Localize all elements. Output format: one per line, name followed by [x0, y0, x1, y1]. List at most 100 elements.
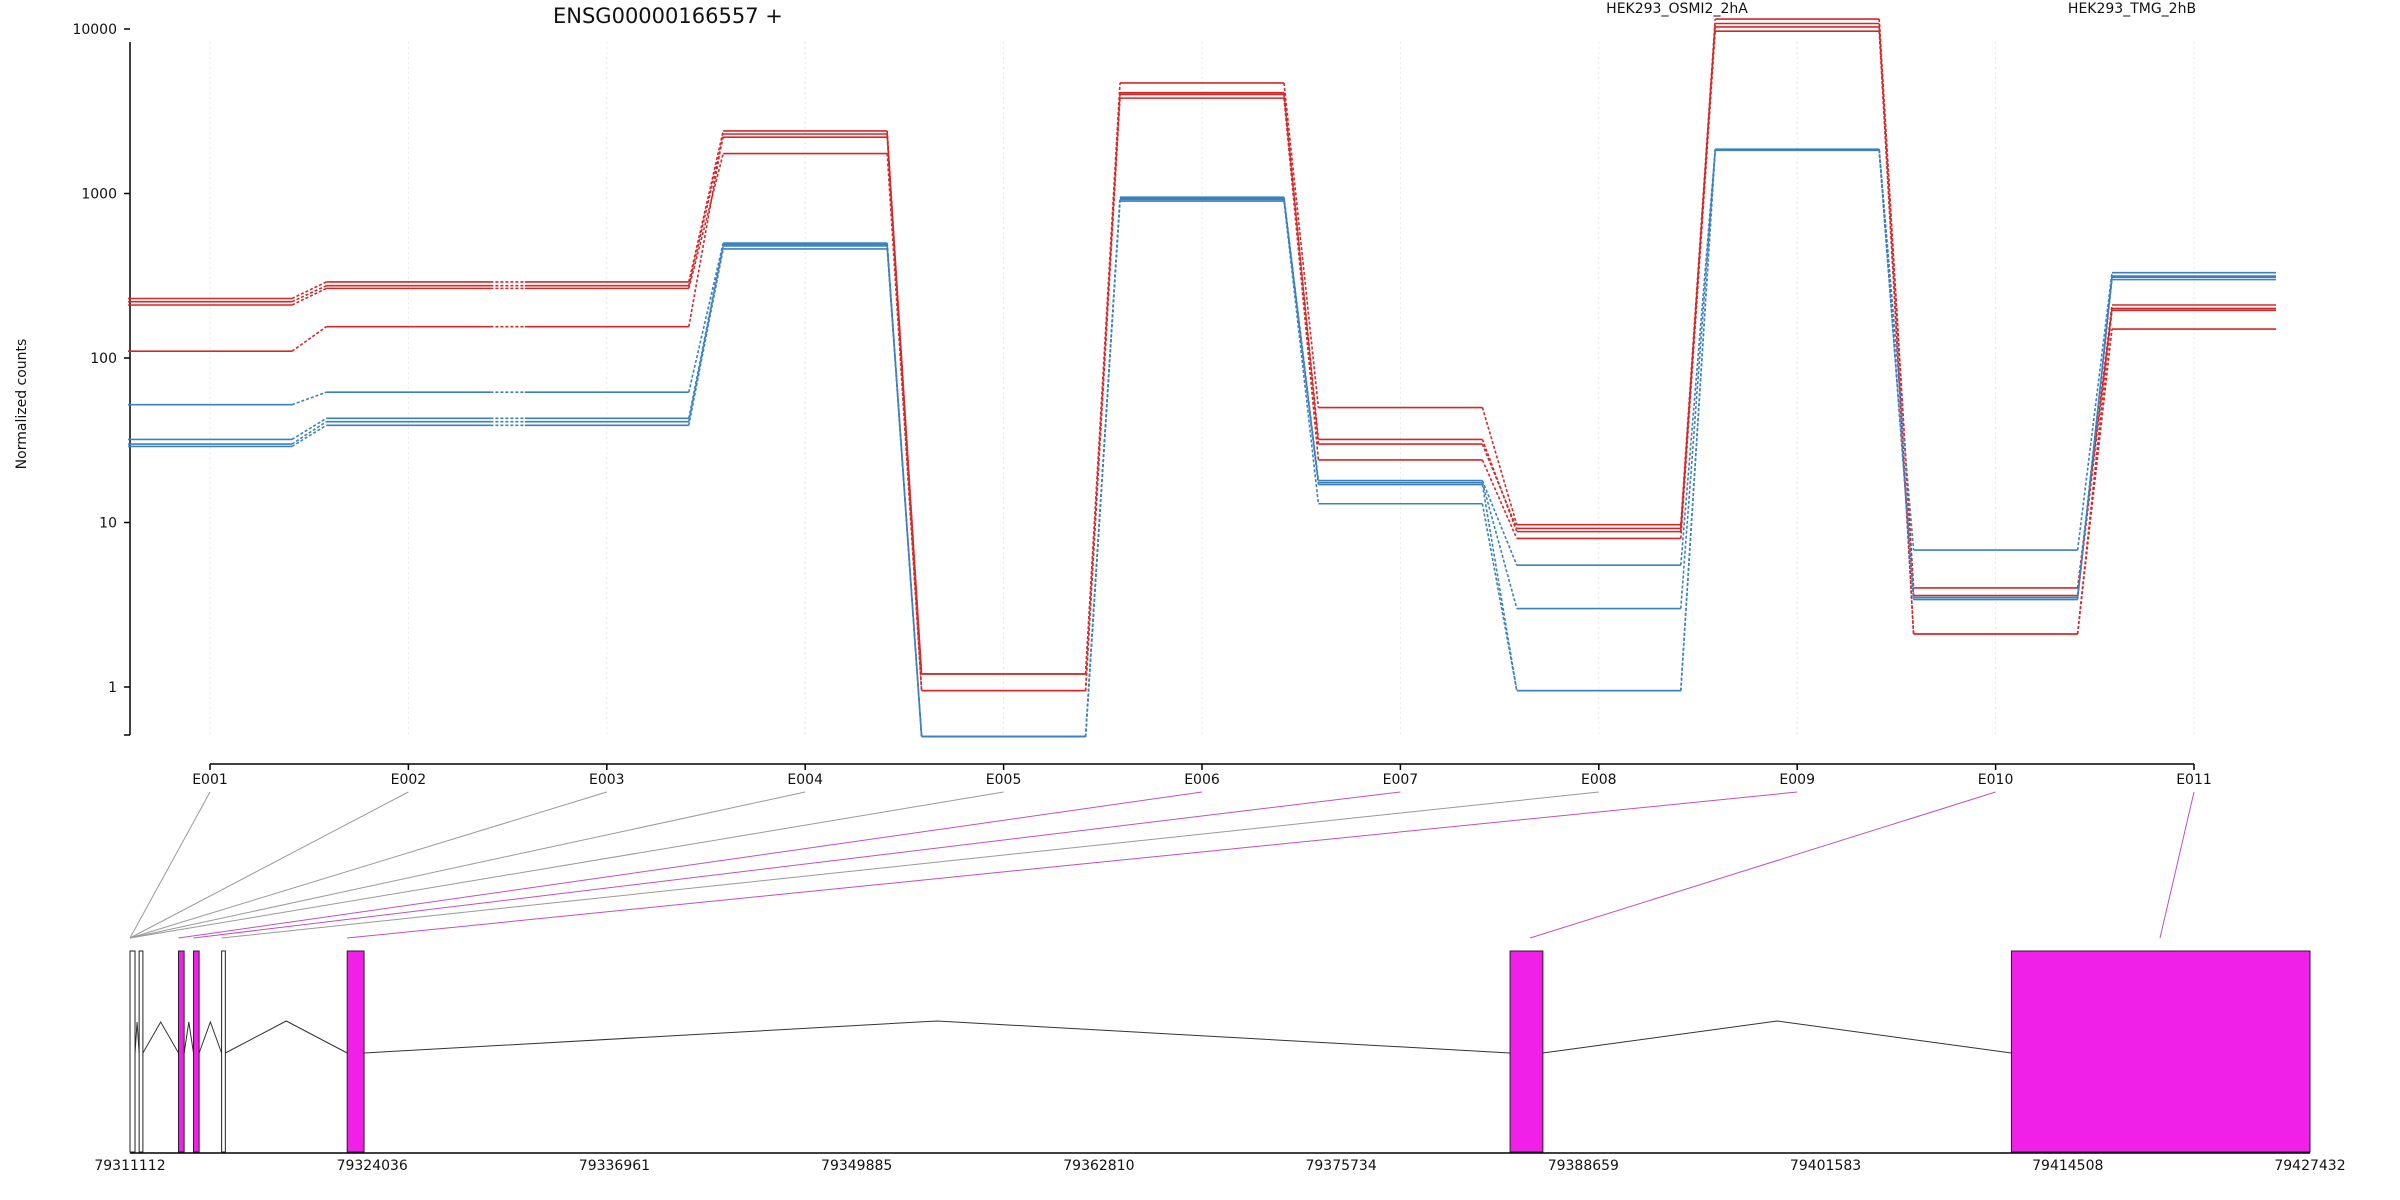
chart-title: ENSG00000166557 +	[553, 4, 783, 28]
gene-model: 79311112 79324036 79336961 79349885 79362810…	[94, 950, 2346, 1174]
data-connector	[1878, 26, 1915, 635]
exon-box-6	[346, 950, 365, 1153]
y-tick-label: 10	[99, 516, 117, 532]
data-connector	[2076, 279, 2113, 598]
exon-box-4	[192, 950, 200, 1153]
intron-line	[198, 1020, 223, 1054]
exon-box-2	[138, 950, 144, 1153]
data-connector	[291, 285, 327, 303]
data-connector	[291, 287, 327, 306]
data-connector	[2076, 310, 2113, 635]
exon-box-8	[2010, 950, 2311, 1153]
coordinate-label: 79414508	[2032, 1158, 2103, 1174]
y-tick-label: 1000	[81, 187, 117, 203]
link-e010	[1529, 791, 1996, 939]
intron-line	[142, 1020, 179, 1054]
y-tick-label: 1	[108, 680, 117, 696]
data-connector	[886, 133, 923, 675]
intron-line	[225, 1020, 348, 1054]
x-tick-label: E003	[589, 772, 625, 788]
y-tick-label: 10000	[72, 22, 117, 38]
data-connector	[1283, 199, 1320, 485]
coordinate-label: 79336961	[579, 1158, 650, 1174]
data-connector	[291, 391, 327, 406]
data-connector	[291, 326, 327, 352]
y-axis-label: Normalized counts	[14, 339, 30, 470]
exon-box-1	[129, 950, 136, 1153]
intron-line	[183, 1021, 194, 1054]
series-7	[128, 148, 2276, 738]
data-connector	[1283, 94, 1320, 440]
data-connector	[291, 281, 327, 300]
x-tick-label: E004	[787, 772, 823, 788]
data-connector	[1680, 26, 1716, 529]
data-connector	[2076, 272, 2113, 551]
series-3	[128, 26, 2276, 675]
link-e001	[129, 791, 211, 939]
data-connector	[1283, 98, 1320, 461]
x-tick-label: E010	[1978, 772, 2014, 788]
coordinate-label: 79349885	[821, 1158, 892, 1174]
data-connector	[1283, 82, 1320, 408]
data-connector	[1878, 149, 1915, 600]
link-e009	[347, 791, 1798, 939]
link-e008	[221, 791, 1599, 939]
data-connector	[2076, 277, 2113, 600]
series-lines	[128, 18, 2276, 738]
data-connector	[1481, 482, 1518, 609]
link-e002	[129, 791, 409, 939]
data-connector	[688, 133, 724, 327]
coordinate-label: 79388659	[1548, 1158, 1619, 1174]
x-tick-label: E007	[1383, 772, 1419, 788]
x-tick-label: E005	[986, 772, 1022, 788]
data-connector	[1481, 503, 1518, 691]
x-tick-label: E001	[192, 772, 228, 788]
coordinate-label: 79401583	[1790, 1158, 1861, 1174]
data-connector	[886, 245, 923, 737]
data-connector	[1481, 480, 1518, 566]
data-connector	[1680, 149, 1716, 691]
data-connector	[291, 424, 327, 448]
data-connector	[1283, 92, 1320, 445]
link-e006	[178, 791, 1203, 939]
x-tick-label: E008	[1581, 772, 1617, 788]
data-connector	[291, 417, 327, 441]
link-e011	[2159, 791, 2195, 939]
data-connector	[1680, 149, 1716, 609]
intron-line	[364, 1020, 1511, 1054]
coordinate-label: 79375734	[1305, 1158, 1376, 1174]
axes: 1 10 100 1000 10000 E001 E002 E003 E004 E005 E006 E…	[72, 22, 2211, 788]
coordinate-label: 79427432	[2274, 1158, 2345, 1174]
data-connector	[1084, 199, 1121, 737]
gridlines	[209, 42, 2195, 735]
exon-box-7	[1509, 950, 1544, 1153]
coordinate-label: 79311112	[94, 1158, 165, 1174]
link-e004	[129, 791, 806, 939]
legend-label-tmg: HEK293_TMG_2hB	[2068, 1, 2196, 17]
y-tick-label: 100	[90, 351, 117, 367]
coordinate-label: 79362810	[1063, 1158, 1134, 1174]
data-connector	[1481, 407, 1518, 525]
exon-links	[129, 791, 2195, 939]
data-connector	[688, 242, 724, 393]
data-connector	[1481, 459, 1518, 539]
data-connector	[2076, 308, 2113, 596]
coordinate-label: 79324036	[337, 1158, 408, 1174]
x-tick-label: E011	[2176, 772, 2212, 788]
x-tick-label: E002	[391, 772, 427, 788]
data-connector	[1084, 92, 1121, 675]
intron-line	[134, 1021, 140, 1054]
series-2	[128, 30, 2276, 692]
legend-label-osmi2: HEK293_OSMI2_2hA	[1606, 1, 1748, 17]
data-connector	[688, 153, 724, 289]
exon-box-5	[221, 950, 226, 1153]
data-connector	[291, 421, 327, 445]
x-tick-label: E009	[1779, 772, 1815, 788]
exon-box-3	[178, 950, 185, 1153]
link-e003	[129, 791, 607, 939]
data-connector	[1481, 443, 1518, 529]
link-e005	[129, 791, 1004, 939]
x-tick-label: E006	[1184, 772, 1220, 788]
intron-line	[1542, 1020, 2012, 1054]
